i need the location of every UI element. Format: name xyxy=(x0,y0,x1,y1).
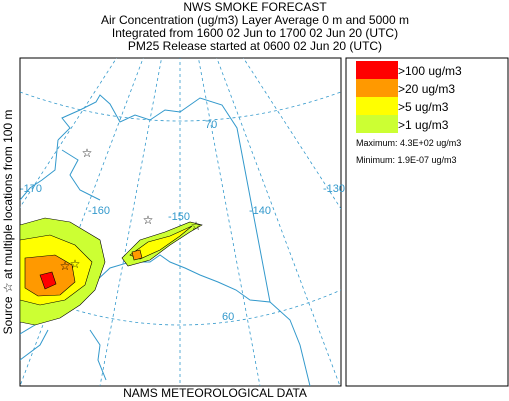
svg-text:☆: ☆ xyxy=(82,146,93,160)
legend-swatch xyxy=(356,61,398,79)
plume-level-3 xyxy=(129,225,193,260)
legend-label: >1 ug/m3 xyxy=(398,118,449,132)
longitude-label: -130 xyxy=(323,183,345,195)
plume-level-1 xyxy=(39,271,57,290)
longitude-label: -140 xyxy=(249,205,271,217)
legend-swatch xyxy=(356,115,398,133)
svg-text:☆: ☆ xyxy=(143,213,154,227)
legend: >100 ug/m3 >20 ug/m3 >5 ug/m3 >1 ug/m3 M… xyxy=(345,57,509,387)
plume-level-2 xyxy=(131,249,143,261)
latitude-label: 60 xyxy=(222,311,234,323)
subtitle: Integrated from 1600 02 Jun to 1700 02 J… xyxy=(112,26,398,40)
svg-text:☆: ☆ xyxy=(60,259,71,273)
footer: NAMS METEOROLOGICAL DATA xyxy=(123,386,307,400)
map: ☆ ☆ ☆ ☆ ☆ -170 -160 -150 -140 -130 70 60 xyxy=(19,57,345,387)
svg-text:☆: ☆ xyxy=(70,257,81,271)
legend-swatch xyxy=(356,97,398,115)
maximum: Maximum: 4.3E+02 ug/m3 xyxy=(356,138,461,148)
subtitle: Air Concentration (ug/m3) Layer Average … xyxy=(101,13,409,27)
minimum: Minimum: 1.9E-07 ug/m3 xyxy=(356,155,457,165)
subtitle: PM25 Release started at 0600 02 Jun 20 (… xyxy=(128,39,382,53)
legend-label: >20 ug/m3 xyxy=(398,82,455,96)
longitude-label: -160 xyxy=(88,205,110,217)
title: NWS SMOKE FORECAST xyxy=(183,0,327,14)
longitude-label: -170 xyxy=(20,183,42,195)
longitude-label: -150 xyxy=(168,211,190,223)
latitude-label: 70 xyxy=(205,119,217,131)
legend-label: >100 ug/m3 xyxy=(398,64,462,78)
legend-swatch xyxy=(356,79,398,97)
side-label: Source ☆ at multiple locations from 100 … xyxy=(1,110,15,335)
legend-label: >5 ug/m3 xyxy=(398,100,449,114)
svg-text:☆: ☆ xyxy=(191,219,202,233)
